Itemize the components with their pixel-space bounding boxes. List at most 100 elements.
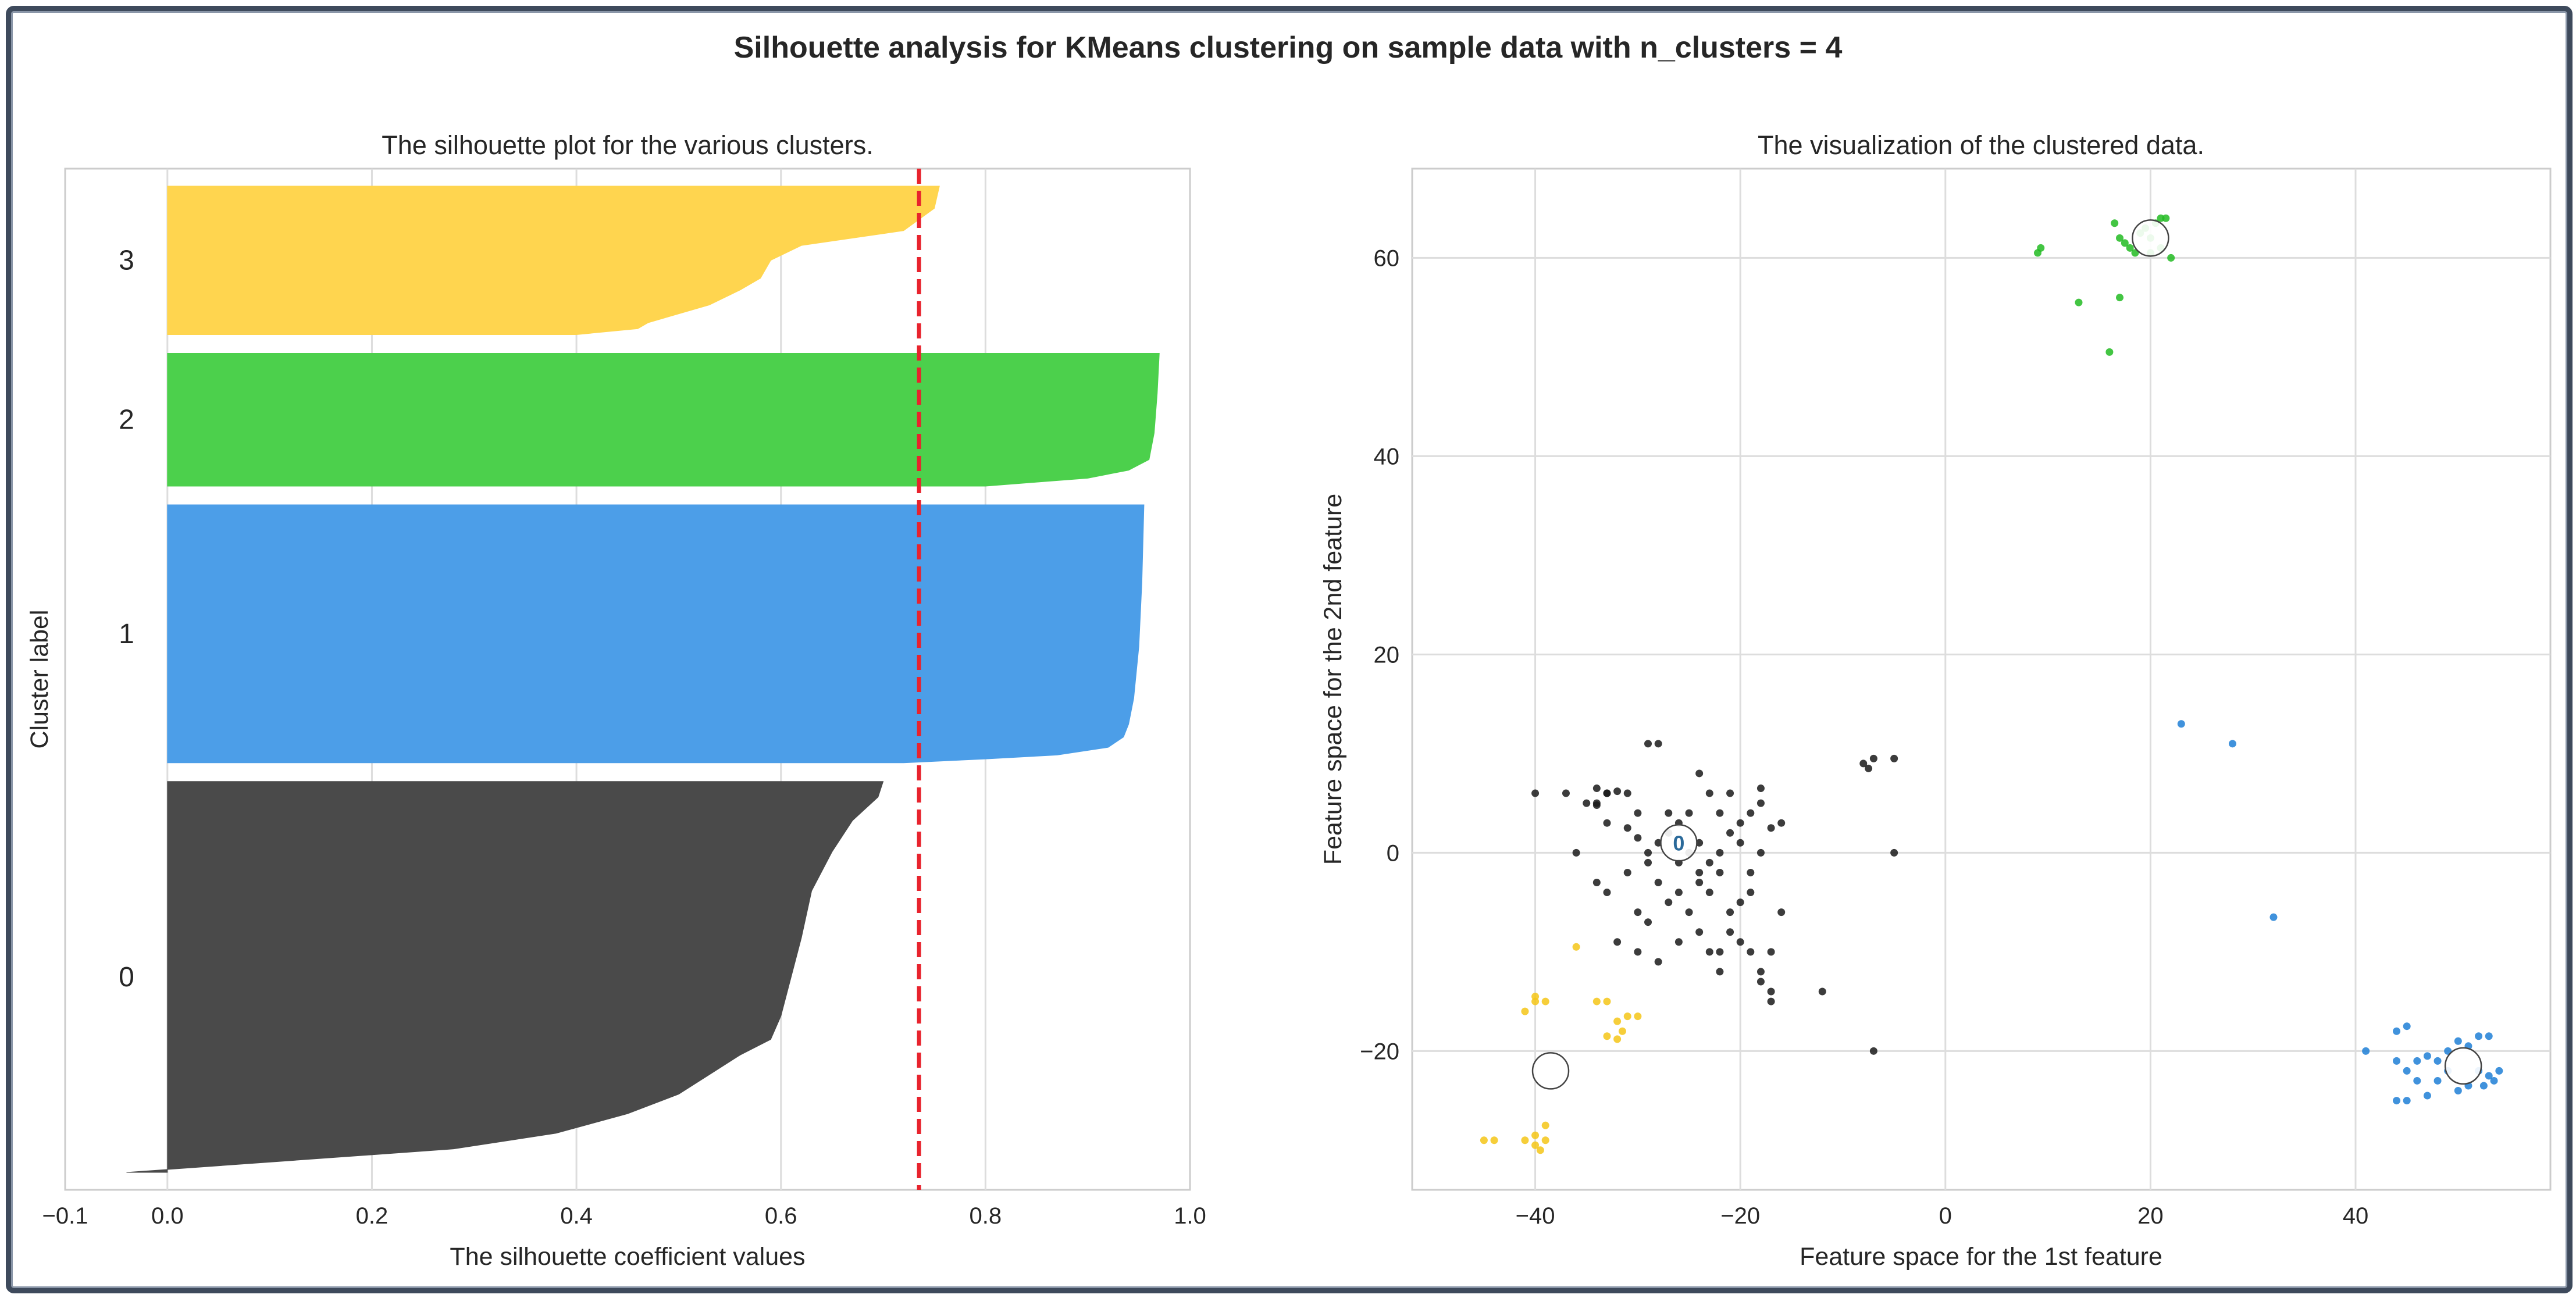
- scatter-point-cluster-0: [1634, 908, 1642, 917]
- scatter-point-cluster-0: [1726, 928, 1734, 936]
- scatter-point-cluster-0: [1726, 789, 1734, 797]
- scatter-point-cluster-0: [1623, 789, 1631, 797]
- scatter-point-cluster-1: [2454, 1037, 2462, 1045]
- scatter-grid: [1412, 169, 2550, 1190]
- scatter-point-cluster-0: [1736, 938, 1744, 946]
- scatter-point-cluster-0: [1634, 834, 1642, 842]
- scatter-point-cluster-0: [1818, 987, 1826, 996]
- scatter-point-cluster-3: [1541, 1136, 1549, 1144]
- scatter-point-cluster-0: [1695, 928, 1704, 936]
- silhouette-x-tick-label: 0.0: [151, 1203, 184, 1229]
- scatter-point-cluster-0: [1562, 789, 1570, 797]
- scatter-y-label: Feature space for the 2nd feature: [1319, 494, 1347, 865]
- scatter-point-cluster-0: [1674, 938, 1683, 946]
- silhouette-cluster-label: 0: [119, 962, 134, 993]
- silhouette-cluster-label: 1: [119, 619, 134, 650]
- scatter-point-cluster-3: [1613, 1017, 1622, 1025]
- scatter-point-cluster-0: [1654, 878, 1662, 886]
- silhouette-x-tick-label: 0.2: [356, 1203, 389, 1229]
- silhouette-x-tick-label: 0.8: [970, 1203, 1002, 1229]
- scatter-point-cluster-3: [1490, 1136, 1498, 1144]
- scatter-point-cluster-0: [1736, 839, 1744, 847]
- scatter-point-cluster-2: [2116, 234, 2124, 242]
- scatter-point-cluster-1: [2434, 1076, 2442, 1085]
- scatter-point-cluster-1: [2413, 1057, 2421, 1065]
- silhouette-cluster-label: 3: [119, 245, 134, 276]
- scatter-point-cluster-0: [1654, 740, 1662, 748]
- scatter-point-cluster-3: [1541, 997, 1549, 1005]
- scatter-point-cluster-0: [1685, 809, 1693, 817]
- scatter-point-cluster-0: [1736, 819, 1744, 827]
- scatter-point-cluster-0: [1644, 848, 1652, 857]
- scatter-y-ticks: −20 0 20 40 60: [1360, 245, 1399, 1064]
- scatter-point-cluster-1: [2490, 1076, 2498, 1085]
- scatter-point-cluster-3: [1618, 1027, 1626, 1035]
- scatter-point-cluster-3: [1531, 1131, 1540, 1139]
- scatter-point-cluster-0: [1634, 948, 1642, 956]
- cluster-centers: 0: [1531, 219, 2482, 1090]
- scatter-point-cluster-1: [2434, 1057, 2442, 1065]
- scatter-point-cluster-0: [1859, 759, 1868, 768]
- scatter-point-cluster-0: [1767, 997, 1775, 1005]
- scatter-x-tick-label: −20: [1720, 1203, 1760, 1229]
- scatter-point-cluster-0: [1695, 769, 1704, 778]
- scatter-point-cluster-2: [2162, 214, 2170, 222]
- scatter-point-cluster-0: [1705, 889, 1713, 897]
- scatter-point-cluster-0: [1767, 948, 1775, 956]
- scatter-point-cluster-1: [2423, 1092, 2431, 1100]
- scatter-point-cluster-0: [1756, 848, 1765, 857]
- scatter-point-cluster-0: [1603, 789, 1611, 797]
- scatter-x-label: Feature space for the 1st feature: [1800, 1243, 2162, 1271]
- scatter-panel: 0 −40 −20 0 20 40 −20 0 20 40 60 The visualizati…: [1319, 130, 2552, 1271]
- scatter-x-tick-label: 20: [2137, 1203, 2164, 1229]
- cluster-center-label: 0: [1673, 831, 1684, 855]
- scatter-point-cluster-0: [1695, 878, 1704, 886]
- scatter-point-cluster-0: [1716, 968, 1724, 976]
- scatter-point-cluster-0: [1716, 848, 1724, 857]
- silhouette-x-tick-label: 1.0: [1174, 1203, 1206, 1229]
- scatter-point-cluster-0: [1767, 824, 1775, 832]
- silhouette-cluster-1: [167, 504, 1145, 764]
- scatter-point-cluster-0: [1665, 809, 1673, 817]
- scatter-point-cluster-0: [1865, 764, 1873, 772]
- scatter-point-cluster-1: [2393, 1057, 2401, 1065]
- scatter-point-cluster-0: [1756, 978, 1765, 986]
- scatter-point-cluster-0: [1756, 968, 1765, 976]
- scatter-point-cluster-1: [2362, 1047, 2370, 1055]
- silhouette-x-tick-label: 0.4: [560, 1203, 593, 1229]
- scatter-point-cluster-3: [1603, 1032, 1611, 1040]
- scatter-point-cluster-0: [1592, 799, 1601, 807]
- silhouette-cluster-labels: 0 1 2 3: [119, 245, 134, 993]
- scatter-point-cluster-0: [1705, 789, 1713, 797]
- silhouette-x-tick-label: 0.6: [765, 1203, 797, 1229]
- scatter-point-cluster-0: [1592, 784, 1601, 793]
- scatter-point-cluster-0: [1777, 819, 1786, 827]
- scatter-point-cluster-1: [2403, 1022, 2411, 1030]
- scatter-y-tick-label: 20: [1374, 642, 1400, 668]
- scatter-point-cluster-1: [2403, 1067, 2411, 1075]
- scatter-axes-frame: [1411, 167, 2552, 1191]
- scatter-point-cluster-1: [2475, 1032, 2483, 1040]
- scatter-point-cluster-0: [1654, 958, 1662, 966]
- scatter-point-cluster-2: [2111, 219, 2119, 227]
- scatter-point-cluster-3: [1592, 997, 1601, 1005]
- silhouette-cluster-3: [167, 186, 940, 335]
- scatter-point-cluster-0: [1890, 848, 1898, 857]
- scatter-x-tick-label: −40: [1516, 1203, 1555, 1229]
- scatter-point-cluster-1: [2403, 1097, 2411, 1105]
- scatter-point-cluster-3: [1634, 1012, 1642, 1021]
- scatter-point-cluster-3: [1521, 1007, 1529, 1015]
- scatter-point-cluster-0: [1685, 908, 1693, 917]
- scatter-point-cluster-1: [2479, 1082, 2488, 1090]
- scatter-point-cluster-0: [1572, 848, 1580, 857]
- silhouette-panel: 0 1 2 3 −0.1 0.0 0.2 0.4 0.6 0.8 1.0 The silhouet…: [26, 130, 1206, 1271]
- scatter-point-cluster-1: [2413, 1076, 2421, 1085]
- scatter-point-cluster-1: [2228, 740, 2236, 748]
- scatter-point-cluster-1: [2177, 720, 2185, 728]
- scatter-point-cluster-2: [2126, 244, 2134, 252]
- scatter-point-cluster-3: [1613, 1035, 1622, 1043]
- scatter-point-cluster-3: [1623, 1012, 1631, 1021]
- scatter-point-cluster-3: [1536, 1146, 1544, 1154]
- scatter-point-cluster-0: [1747, 889, 1755, 897]
- scatter-point-cluster-0: [1674, 889, 1683, 897]
